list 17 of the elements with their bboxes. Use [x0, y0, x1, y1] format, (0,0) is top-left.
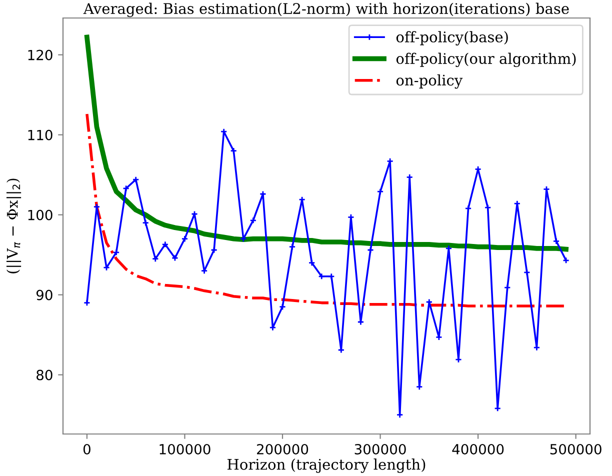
y-tick-label: 100 — [28, 210, 52, 220]
y-tick-label: 120 — [28, 50, 52, 60]
x-tick-label: 500000 — [550, 444, 602, 454]
x-tick-label: 0 — [83, 444, 90, 454]
x-axis-title: Horizon (trajectory length) — [228, 458, 426, 473]
y-tick-label: 80 — [36, 370, 52, 380]
x-tick-label: 200000 — [257, 444, 308, 454]
y-tick-label: 90 — [36, 290, 52, 300]
legend-label: off-policy(base) — [396, 31, 508, 46]
chart-title: Averaged: Bias estimation(L2-norm) with horizon(iterations) base — [83, 2, 569, 18]
x-tick-label: 300000 — [354, 444, 406, 454]
x-tick-label: 100000 — [160, 444, 210, 454]
y-tick-label: 110 — [28, 130, 52, 140]
y-axis-title: (||V$_{π}$ − Φx||$_{2}$) — [6, 178, 22, 274]
legend-label: off-policy(our algorithm) — [396, 52, 576, 68]
legend-label: on-policy — [396, 74, 463, 89]
x-tick-label: 400000 — [452, 444, 504, 454]
